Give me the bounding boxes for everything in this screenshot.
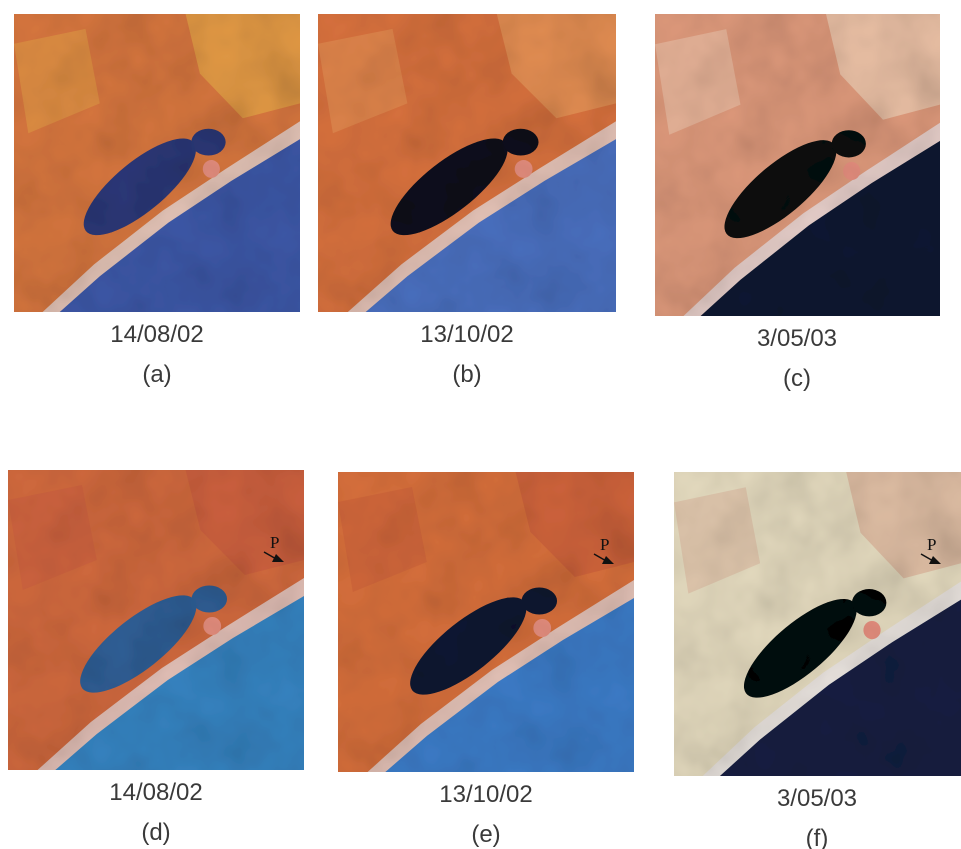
town (515, 160, 533, 178)
image-date: 13/10/02 (420, 321, 513, 348)
scene (14, 14, 300, 312)
satellite-image (8, 470, 304, 770)
image-date: 14/08/02 (110, 321, 203, 348)
satellite-image (338, 472, 634, 772)
scene (655, 14, 940, 316)
page: 14/08/02 (a) 13/10/02 (b) 3/05/03 (c) P 14/08/0… (0, 0, 961, 849)
marker-label: P (270, 533, 279, 552)
figure: 14/08/02 (a) 13/10/02 (b) 3/05/03 (c) P 14/08/0… (0, 0, 961, 849)
satellite-image (318, 14, 616, 312)
lagoon (192, 586, 228, 613)
image-label: (c) (783, 365, 811, 392)
image-label: (b) (452, 361, 481, 388)
scene (318, 14, 616, 312)
lagoon (503, 129, 539, 156)
image-date: 13/10/02 (439, 781, 532, 808)
image-label: (a) (142, 361, 171, 388)
lagoon (852, 589, 886, 616)
satellite-image (674, 472, 961, 776)
image-label: (d) (141, 819, 170, 846)
town (863, 621, 880, 639)
image-date: 14/08/02 (109, 779, 202, 806)
satellite-image (655, 14, 940, 316)
town (203, 617, 221, 635)
lagoon (191, 129, 225, 156)
marker-label: P (927, 535, 936, 554)
lagoon (522, 588, 558, 615)
town (203, 160, 220, 178)
lagoon (832, 130, 866, 157)
scene (8, 470, 304, 770)
town (533, 619, 551, 637)
marker-label: P (600, 535, 609, 554)
satellite-image (14, 14, 300, 312)
image-date: 3/05/03 (757, 325, 837, 352)
scene (338, 472, 634, 772)
image-date: 3/05/03 (777, 785, 857, 812)
scene (674, 472, 961, 776)
town (843, 162, 860, 180)
image-label: (e) (471, 821, 500, 848)
image-label: (f) (806, 825, 829, 849)
